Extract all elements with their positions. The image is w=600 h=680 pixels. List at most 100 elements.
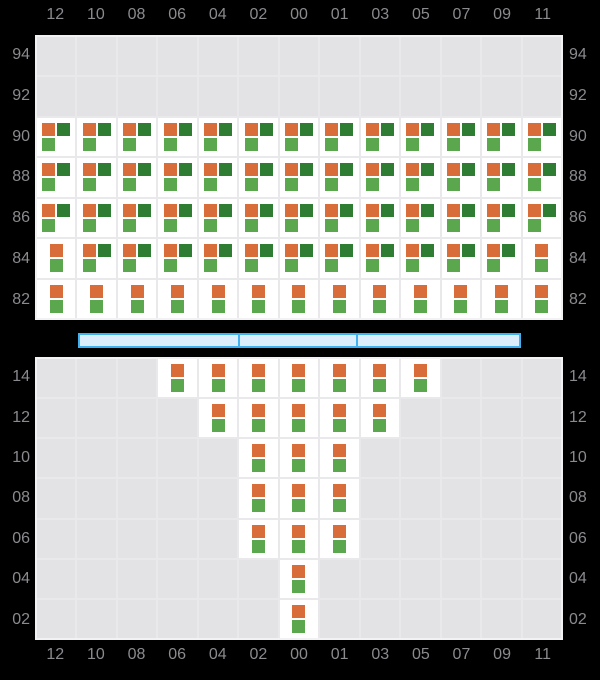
grid-cell [279, 198, 319, 238]
orange-square-icon [284, 163, 298, 177]
cell-squares [454, 284, 468, 313]
y-tick-label: 88 [12, 168, 30, 186]
dark-green-square-icon [542, 163, 556, 177]
dark-green-square-icon [461, 123, 475, 137]
cell-squares [292, 404, 306, 433]
grid-cell [522, 399, 561, 438]
grid-cell [198, 239, 238, 278]
grid-cell [158, 439, 197, 478]
cell-squares [406, 163, 435, 192]
range-slider[interactable] [78, 333, 521, 348]
grid-cell [239, 198, 278, 238]
y-tick-label: 86 [12, 209, 30, 227]
dark-green-square-icon [138, 203, 152, 217]
light-green-square-icon [171, 299, 185, 313]
light-green-square-icon [373, 379, 387, 393]
light-green-square-icon [252, 459, 266, 473]
orange-square-icon [325, 244, 339, 258]
grid-cell [360, 279, 400, 318]
cell-squares [406, 123, 435, 152]
light-green-square-icon [365, 138, 379, 152]
dark-green-square-icon [461, 203, 475, 217]
cell-squares [365, 163, 394, 192]
grid-cell [279, 479, 319, 518]
cell-squares [292, 364, 306, 393]
cell-squares [244, 123, 273, 152]
grid-cell [360, 439, 400, 478]
grid-cell [279, 158, 319, 197]
grid-cell [522, 198, 561, 238]
grid-cell [117, 239, 157, 278]
orange-square-icon [163, 203, 177, 217]
grid-cell [77, 279, 116, 318]
grid-cell [482, 519, 521, 558]
grid-cell [77, 158, 116, 197]
light-green-square-icon [332, 459, 346, 473]
y-tick-label: 92 [12, 87, 30, 105]
light-green-square-icon [82, 178, 96, 192]
light-green-square-icon [244, 259, 258, 273]
cell-squares [535, 284, 549, 313]
grid-cell [279, 559, 319, 598]
y-tick-label: 08 [569, 489, 587, 507]
slider-divider-handle[interactable] [238, 335, 241, 346]
grid-cell [441, 399, 481, 438]
cell-squares [163, 123, 192, 152]
grid-cell [401, 359, 440, 398]
light-green-square-icon [163, 178, 177, 192]
light-green-square-icon [406, 218, 420, 232]
y-tick-label: 88 [569, 168, 587, 186]
cell-squares [163, 163, 192, 192]
light-green-square-icon [373, 419, 387, 433]
grid-cell [279, 359, 319, 398]
grid-cell [158, 198, 197, 238]
light-green-square-icon [413, 379, 427, 393]
orange-square-icon [325, 163, 339, 177]
light-green-square-icon [487, 218, 501, 232]
orange-square-icon [325, 123, 339, 137]
light-green-square-icon [365, 178, 379, 192]
grid-cell [482, 479, 521, 518]
dark-green-square-icon [421, 203, 435, 217]
grid-cell [158, 559, 197, 598]
grid-cell [239, 37, 278, 76]
cell-squares [292, 484, 306, 513]
cell-squares [204, 163, 233, 192]
grid-cell [320, 439, 359, 478]
light-green-square-icon [284, 178, 298, 192]
cell-squares [130, 284, 144, 313]
cell-squares [325, 163, 354, 192]
dark-green-square-icon [502, 244, 516, 258]
grid-cell [320, 279, 359, 318]
grid-cell [482, 559, 521, 598]
cell-squares [42, 123, 71, 152]
y-tick-label: 14 [12, 368, 30, 386]
cell-squares [373, 284, 387, 313]
orange-square-icon [332, 404, 346, 418]
dark-green-square-icon [340, 123, 354, 137]
light-green-square-icon [82, 218, 96, 232]
orange-square-icon [244, 123, 258, 137]
slider-divider-handle[interactable] [355, 335, 358, 346]
grid-cell [401, 439, 440, 478]
orange-square-icon [252, 444, 266, 458]
cell-squares [284, 244, 313, 273]
grid-cell [441, 519, 481, 558]
light-green-square-icon [42, 178, 56, 192]
orange-square-icon [406, 244, 420, 258]
grid-cell [482, 279, 521, 318]
cell-squares [82, 244, 111, 273]
cell-squares [252, 284, 266, 313]
y-tick-label: 82 [12, 290, 30, 308]
light-green-square-icon [454, 299, 468, 313]
grid-cell [158, 239, 197, 278]
dark-green-square-icon [421, 123, 435, 137]
light-green-square-icon [123, 218, 137, 232]
orange-square-icon [325, 203, 339, 217]
grid-cell [360, 37, 400, 76]
grid-cell [77, 519, 116, 558]
orange-square-icon [454, 284, 468, 298]
light-green-square-icon [171, 379, 185, 393]
cell-squares [487, 203, 516, 232]
